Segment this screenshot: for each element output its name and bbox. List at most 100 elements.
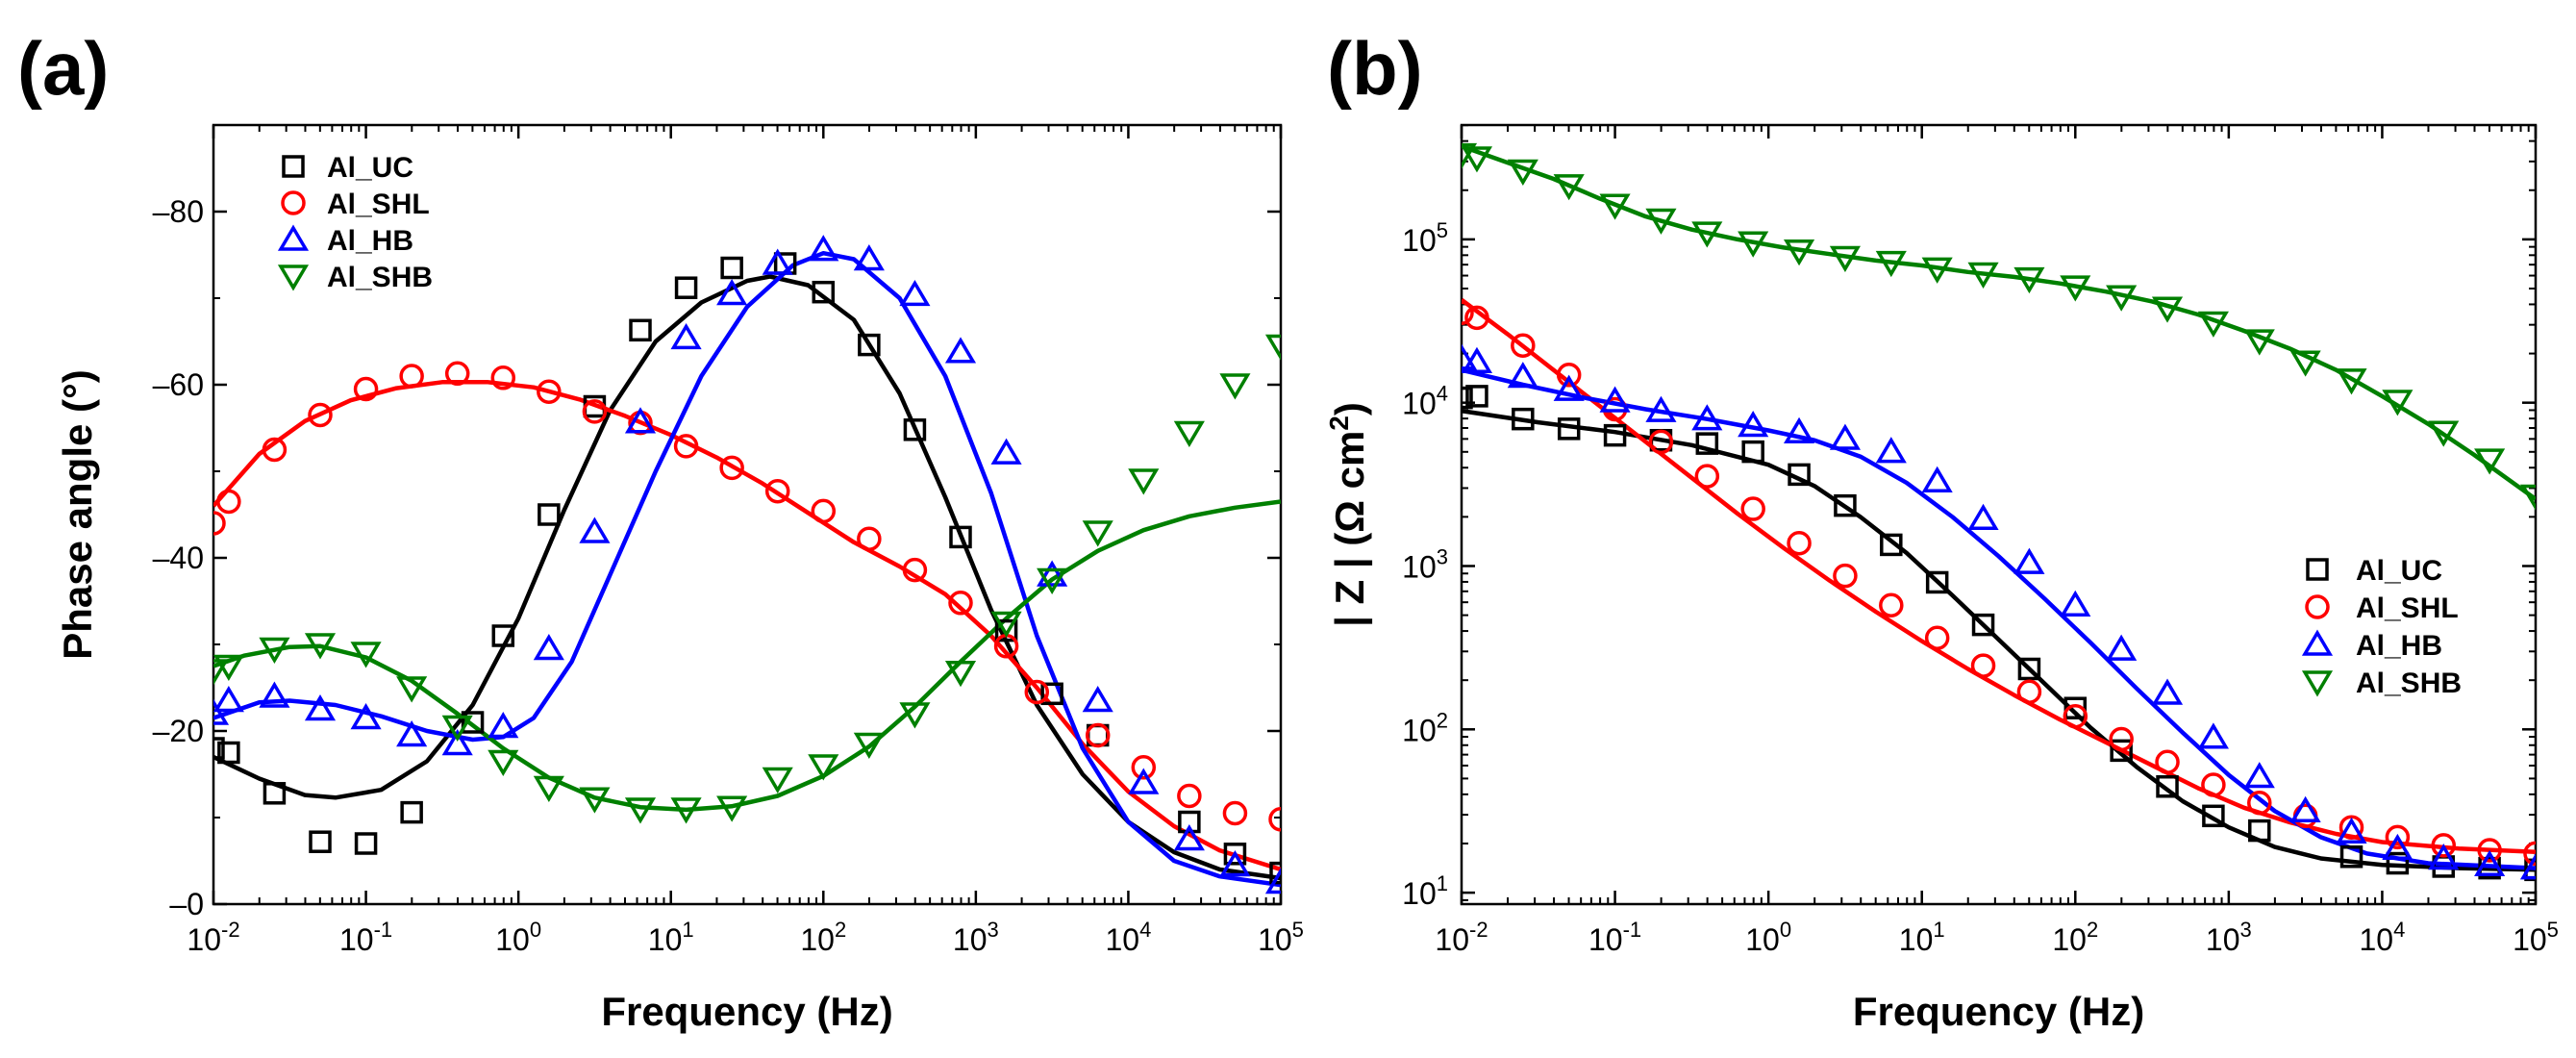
data-point-al_uc (1178, 810, 1201, 834)
panel-b: (b) 10-2 10-1 100 101 102 103 104 105 101 102 103 10… (1324, 26, 2559, 1034)
data-point-al_shb (990, 611, 1022, 638)
data-point-al_hb (670, 322, 702, 350)
data-point-al_hb (1829, 423, 1861, 450)
data-point-al_shl (811, 498, 837, 524)
data-point-al_shb (2519, 484, 2536, 511)
data-point-al_hb (990, 438, 1022, 465)
data-point-al_shb (1875, 250, 1907, 278)
data-point-al_shb (1783, 239, 1815, 266)
data-point-al_uc (1462, 386, 1473, 410)
fit-line-al_shl (213, 380, 1281, 872)
legend-marker-a (277, 224, 310, 251)
data-point-al_shb (670, 797, 702, 824)
data-point-al_hb (853, 244, 885, 271)
data-point-al_hb (624, 407, 657, 434)
data-point-al_shl (1879, 592, 1904, 617)
data-point-al_shb (2474, 448, 2506, 475)
data-point-al_shl (1694, 464, 1720, 489)
data-point-al_uc (1557, 417, 1581, 441)
data-point-al_shl (399, 364, 424, 389)
data-point-al_uc (1223, 843, 1247, 866)
x-tick-label-b: 103 (2206, 918, 2252, 957)
data-point-al_shb (853, 732, 885, 759)
data-point-al_hb (1921, 466, 1953, 492)
data-point-al_shb (441, 715, 473, 742)
data-point-al_hb (441, 729, 473, 756)
data-point-al_shb (259, 637, 290, 664)
data-point-al_shl (262, 437, 288, 463)
plot-area-a (213, 235, 1281, 894)
x-tick-label-a: 104 (1106, 918, 1152, 957)
data-point-al_shl (2292, 803, 2318, 829)
data-point-al_uc (1741, 440, 1764, 464)
data-point-al_hb (1875, 437, 1907, 464)
data-point-al_hb (1219, 850, 1251, 877)
data-point-al_hb (1173, 824, 1205, 851)
data-point-al_hb (259, 681, 290, 708)
data-point-al_shl (1268, 807, 1281, 832)
data-point-al_shl (1833, 563, 1858, 589)
data-point-al_hb (1967, 503, 1999, 530)
data-point-al_shl (948, 591, 973, 616)
y-tick-label-b: 101 (1402, 871, 1448, 911)
data-point-al_shb (396, 676, 428, 703)
data-point-al_uc (2017, 657, 2041, 681)
data-point-al_shb (1264, 334, 1281, 361)
data-point-al_hb (2013, 547, 2045, 574)
data-point-al_shb (762, 767, 793, 794)
x-tick-label-a: 100 (495, 918, 541, 957)
data-point-al_shb (2289, 350, 2321, 377)
data-point-al_uc (1834, 493, 1857, 517)
data-point-al_shl (2109, 726, 2134, 752)
data-point-al_shb (808, 754, 839, 781)
data-point-al_hb (1037, 560, 1068, 587)
data-point-al_shl (1222, 800, 1248, 826)
data-point-al_hb (1462, 343, 1478, 370)
data-point-al_uc (2386, 851, 2410, 875)
data-point-al_uc (674, 276, 698, 299)
x-tick-label-b: 104 (2360, 918, 2406, 957)
data-point-al_hb (533, 634, 564, 661)
legend-label-b: Al_SHL (2356, 592, 2459, 624)
data-point-al_shl (673, 434, 699, 459)
data-point-al_uc (1788, 463, 1811, 487)
data-point-al_shb (2428, 420, 2460, 447)
data-point-al_uc (309, 830, 332, 853)
data-point-al_shl (1970, 653, 1996, 678)
data-point-al_shl (1787, 530, 1812, 556)
data-point-al_shl (308, 402, 333, 428)
data-point-al_shl (353, 376, 379, 402)
data-point-al_shb (899, 702, 931, 729)
y-tick-label-a: –40 (153, 541, 204, 575)
data-point-al_uc (461, 711, 485, 734)
legend-label-b: Al_HB (2356, 630, 2442, 662)
legend-marker-b (2301, 670, 2334, 697)
data-point-al_uc (538, 503, 561, 526)
data-point-al_shb (213, 659, 230, 686)
data-point-al_shl (1648, 429, 1674, 455)
data-point-al_uc (1603, 423, 1627, 447)
data-point-al_shl (2523, 841, 2536, 867)
data-point-al_uc (213, 737, 225, 760)
data-point-al_hb (488, 712, 519, 739)
fit-line-al_hb (213, 250, 1281, 888)
data-point-al_shl (582, 399, 608, 424)
y-tick-label-b: 103 (1402, 544, 1448, 584)
data-point-al_shl (2477, 838, 2502, 863)
data-point-al_shb (1738, 231, 1769, 258)
data-point-al_shl (2385, 824, 2411, 850)
data-point-al_shl (1556, 363, 1582, 388)
data-point-al_shl (1131, 755, 1157, 780)
data-point-al_uc (949, 525, 972, 549)
data-point-al_shb (1599, 193, 1631, 220)
data-point-al_hb (1462, 346, 1493, 373)
x-tick-label-b: 101 (1899, 918, 1945, 957)
data-point-al_hb (2428, 844, 2460, 870)
data-point-al_shb (1082, 520, 1113, 547)
data-point-al_shb (1128, 468, 1160, 495)
plot-frame-a (212, 123, 1283, 906)
legend-marker-a (277, 264, 310, 291)
data-point-al_shl (490, 365, 516, 390)
data-point-al_hb (899, 279, 931, 307)
data-point-al_shb (2106, 285, 2138, 312)
